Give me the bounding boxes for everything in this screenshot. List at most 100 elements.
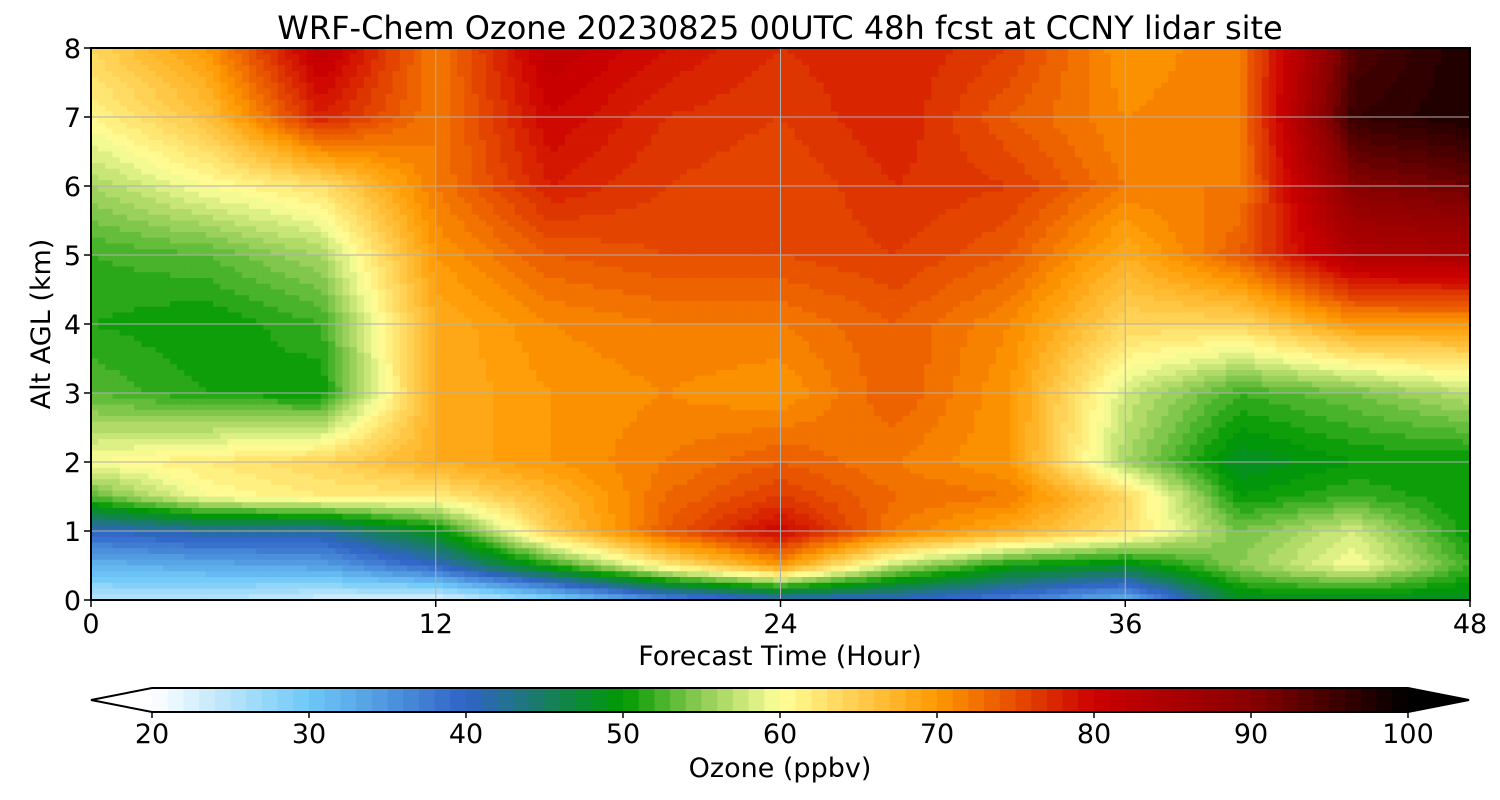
heatmap-cell bbox=[1161, 157, 1169, 164]
heatmap-cell bbox=[1311, 71, 1320, 78]
heatmap-cell bbox=[586, 53, 595, 61]
heatmap-cell bbox=[1340, 157, 1349, 164]
heatmap-cell bbox=[399, 59, 408, 66]
heatmap-cell bbox=[220, 65, 229, 72]
heatmap-cell bbox=[1053, 105, 1062, 112]
heatmap-cell bbox=[888, 71, 897, 78]
heatmap-cell bbox=[478, 151, 487, 158]
heatmap-cell bbox=[1311, 128, 1320, 135]
heatmap-cell bbox=[442, 168, 451, 176]
heatmap-cell bbox=[428, 76, 437, 84]
heatmap-cell bbox=[1268, 157, 1277, 164]
heatmap-cell bbox=[1376, 88, 1385, 95]
heatmap-cell bbox=[1448, 94, 1457, 101]
heatmap-cell bbox=[787, 94, 796, 101]
heatmap-cell bbox=[148, 180, 157, 187]
heatmap-cell bbox=[306, 145, 315, 153]
heatmap-cell bbox=[270, 111, 279, 118]
heatmap-cell bbox=[895, 105, 904, 112]
heatmap-cell bbox=[1376, 140, 1385, 147]
heatmap-cell bbox=[392, 53, 401, 61]
heatmap-cell bbox=[471, 65, 480, 72]
heatmap-cell bbox=[270, 71, 279, 78]
heatmap-cell bbox=[356, 191, 365, 199]
heatmap-cell bbox=[1340, 186, 1349, 193]
heatmap-cell bbox=[952, 117, 961, 124]
heatmap-cell bbox=[1426, 157, 1435, 164]
heatmap-cell bbox=[529, 117, 537, 124]
heatmap-cell bbox=[335, 174, 343, 181]
heatmap-cell bbox=[1161, 88, 1169, 95]
heatmap-cell bbox=[1017, 180, 1026, 187]
heatmap-cell bbox=[787, 71, 796, 78]
heatmap-cell bbox=[126, 53, 135, 61]
heatmap-cell bbox=[730, 99, 738, 107]
heatmap-cell bbox=[284, 191, 293, 199]
heatmap-cell bbox=[514, 134, 523, 141]
heatmap-cell bbox=[873, 140, 882, 147]
heatmap-cell bbox=[837, 174, 846, 181]
heatmap-cell bbox=[902, 180, 911, 187]
heatmap-cell bbox=[837, 140, 846, 147]
heatmap-cell bbox=[924, 117, 932, 124]
heatmap-cell bbox=[1082, 191, 1090, 199]
heatmap-cell bbox=[313, 168, 322, 176]
heatmap-cell bbox=[931, 140, 940, 147]
heatmap-cell bbox=[105, 99, 114, 107]
heatmap-cell bbox=[141, 186, 150, 193]
heatmap-cell bbox=[565, 180, 573, 187]
heatmap-cell bbox=[342, 140, 351, 147]
heatmap-cell bbox=[1297, 134, 1306, 141]
heatmap-cell bbox=[1254, 128, 1263, 135]
heatmap-cell bbox=[227, 140, 236, 147]
heatmap-cell bbox=[299, 117, 308, 124]
heatmap-cell bbox=[442, 65, 451, 72]
heatmap-cell bbox=[335, 99, 343, 107]
heatmap-cell bbox=[780, 53, 789, 61]
heatmap-cell bbox=[730, 145, 738, 153]
heatmap-cell bbox=[1225, 94, 1234, 101]
heatmap-cell bbox=[1455, 174, 1464, 181]
heatmap-cell bbox=[112, 186, 121, 193]
heatmap-cell bbox=[593, 151, 602, 158]
heatmap-cell bbox=[1067, 174, 1076, 181]
heatmap-cell bbox=[507, 163, 516, 170]
heatmap-cell bbox=[1462, 168, 1470, 176]
heatmap-cell bbox=[960, 180, 968, 187]
heatmap-cell bbox=[1405, 94, 1414, 101]
heatmap-cell bbox=[134, 145, 142, 153]
heatmap-cell bbox=[1017, 186, 1026, 193]
heatmap-cell bbox=[859, 71, 868, 78]
heatmap-cell bbox=[299, 53, 308, 61]
heatmap-cell bbox=[744, 163, 753, 170]
heatmap-cell bbox=[1383, 88, 1392, 95]
heatmap-cell bbox=[1434, 71, 1442, 78]
heatmap-cell bbox=[363, 134, 372, 141]
heatmap-cell bbox=[579, 53, 588, 61]
heatmap-cell bbox=[780, 76, 789, 84]
heatmap-cell bbox=[1218, 174, 1227, 181]
heatmap-cell bbox=[478, 111, 487, 118]
heatmap-cell bbox=[270, 117, 279, 124]
heatmap-cell bbox=[995, 191, 1004, 199]
heatmap-cell bbox=[1232, 134, 1241, 141]
heatmap-cell bbox=[658, 48, 667, 55]
heatmap-cell bbox=[960, 111, 968, 118]
heatmap-cell bbox=[507, 99, 516, 107]
heatmap-cell bbox=[313, 82, 322, 89]
heatmap-cell bbox=[428, 111, 437, 118]
heatmap-cell bbox=[421, 186, 430, 193]
heatmap-cell bbox=[629, 157, 638, 164]
heatmap-cell bbox=[916, 94, 925, 101]
heatmap-cell bbox=[909, 180, 918, 187]
heatmap-cell bbox=[356, 180, 365, 187]
heatmap-cell bbox=[730, 105, 738, 112]
heatmap-cell bbox=[622, 168, 631, 176]
heatmap-cell bbox=[924, 168, 932, 176]
heatmap-cell bbox=[981, 128, 990, 135]
heatmap-cell bbox=[277, 168, 286, 176]
heatmap-cell bbox=[471, 168, 480, 176]
heatmap-cell bbox=[457, 186, 466, 193]
heatmap-cell bbox=[457, 53, 466, 61]
heatmap-cell bbox=[342, 163, 351, 170]
